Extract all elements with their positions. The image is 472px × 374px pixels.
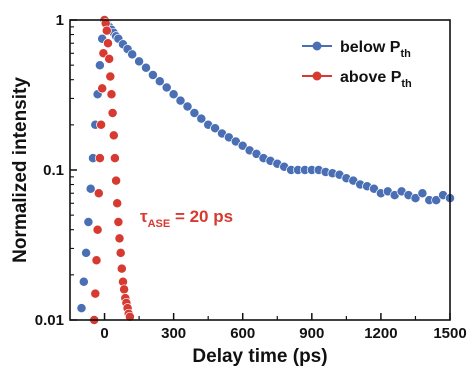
above-data-point: [93, 188, 104, 199]
above-data-point: [103, 38, 113, 49]
x-tick-label: 900: [299, 325, 324, 342]
above-data-point: [92, 224, 103, 235]
x-tick-label: 1500: [433, 325, 466, 342]
plot-frame: [69, 19, 451, 321]
above-data-point: [108, 130, 119, 141]
below-data-point: [168, 89, 179, 100]
below-data-point: [134, 56, 145, 67]
legend-above-sub: th: [401, 78, 412, 90]
legend-below-label: below Pth: [340, 39, 411, 60]
below-data-point: [147, 70, 158, 80]
above-data-point: [90, 288, 101, 299]
above-data-point: [115, 247, 126, 258]
x-axis-label: Delay time (ps): [192, 346, 327, 367]
below-data-point: [431, 195, 442, 206]
above-data-point: [101, 25, 112, 36]
below-data-point: [81, 247, 92, 258]
above-data-point: [111, 175, 122, 186]
above-data-point: [107, 108, 118, 118]
below-data-point: [175, 95, 186, 106]
below-data-point: [141, 62, 151, 73]
series-below-marks: [76, 15, 455, 314]
above-data-point: [105, 71, 116, 82]
y-tick-label: 1: [56, 12, 64, 29]
above-data-point: [96, 119, 107, 130]
above-data-point: [116, 263, 127, 274]
below-data-point: [154, 76, 165, 87]
x-tick-label: 300: [161, 325, 186, 342]
y-tick-label: 0.01: [35, 312, 64, 329]
below-data-point: [182, 101, 193, 112]
below-data-point: [83, 217, 94, 227]
above-data-point: [119, 284, 130, 295]
series-above-marks: [89, 15, 135, 325]
below-data-point: [417, 188, 428, 199]
tau-ase-annotation: τASE = 20 ps: [140, 207, 233, 230]
x-tick-label: 600: [230, 325, 255, 342]
below-data-point: [161, 82, 172, 93]
above-data-point: [94, 153, 105, 164]
x-tick-label: 0: [100, 325, 108, 342]
legend-item-above: above Pth: [302, 69, 412, 90]
tau-subscript: ASE: [148, 218, 171, 230]
x-tick-label: 1200: [364, 325, 397, 342]
below-data-point: [76, 303, 87, 314]
above-data-point: [114, 233, 125, 244]
above-data-point: [112, 198, 123, 209]
above-data-point: [91, 255, 102, 266]
below-data-point: [78, 276, 89, 287]
y-tick-label: 0.1: [43, 162, 64, 179]
axis-ticks: [70, 19, 451, 321]
legend-above-marker: [312, 71, 322, 81]
tau-value: = 20 ps: [170, 207, 233, 226]
legend-item-below: below Pth: [302, 39, 411, 60]
below-data-point: [410, 193, 421, 204]
legend-above-main: above P: [340, 69, 402, 86]
legend-below-sub: th: [400, 48, 411, 60]
legend-below-main: below P: [340, 39, 401, 56]
below-data-point: [127, 49, 138, 60]
legend: below Pth above Pth: [302, 39, 412, 90]
above-data-point: [113, 217, 124, 227]
tau-symbol: τ: [140, 207, 148, 226]
below-data-point: [237, 140, 248, 151]
below-data-point: [210, 123, 221, 134]
below-data-point: [85, 183, 96, 194]
legend-below-marker: [312, 41, 322, 51]
above-data-point: [106, 89, 117, 100]
y-axis-label: Normalized intensity: [10, 77, 31, 263]
below-data-point: [94, 60, 105, 71]
above-data-point: [97, 83, 108, 94]
below-data-point: [196, 113, 207, 124]
above-data-point: [124, 311, 135, 322]
above-data-point: [109, 153, 120, 164]
below-data-point: [189, 108, 200, 118]
above-data-point: [104, 53, 115, 64]
below-data-point: [369, 183, 379, 194]
legend-above-label: above Pth: [340, 69, 412, 90]
axis-tick-labels: 0 300 600 900 1200 1500 0.01 0.1 1: [35, 12, 467, 342]
